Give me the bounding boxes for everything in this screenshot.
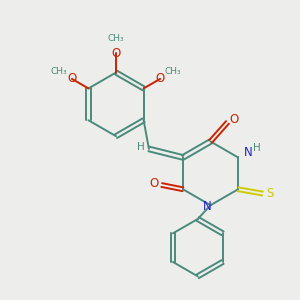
Text: O: O (111, 47, 121, 60)
Text: S: S (266, 187, 274, 200)
Text: O: O (155, 72, 165, 86)
Text: O: O (229, 113, 239, 126)
Text: H: H (253, 143, 261, 153)
Text: O: O (67, 72, 76, 86)
Text: H: H (136, 142, 144, 152)
Text: N: N (203, 200, 212, 213)
Text: CH₃: CH₃ (51, 67, 67, 76)
Text: O: O (150, 178, 159, 190)
Text: CH₃: CH₃ (165, 67, 181, 76)
Text: CH₃: CH₃ (108, 34, 124, 43)
Text: N: N (244, 146, 253, 159)
